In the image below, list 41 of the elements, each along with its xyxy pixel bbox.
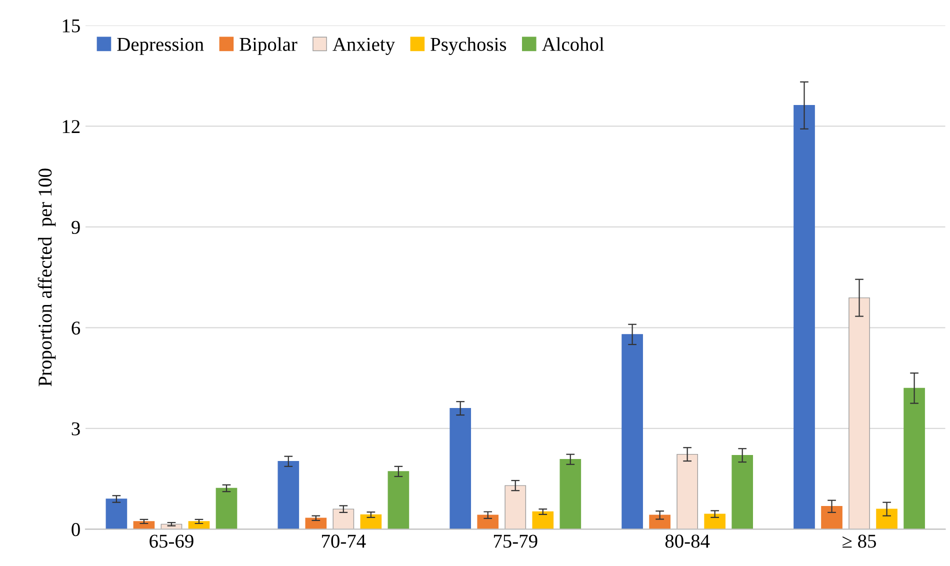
bar	[904, 388, 925, 530]
legend-label: Psychosis	[430, 37, 506, 55]
y-axis-title: Proportion affected per 100	[38, 168, 56, 386]
bar	[876, 508, 898, 530]
x-tick-label: ≥ 85	[842, 534, 876, 548]
bar	[106, 498, 128, 530]
x-tick-label: 70-74	[322, 534, 366, 548]
y-tick-label: 0	[72, 523, 80, 536]
bar	[794, 105, 815, 530]
bar	[821, 506, 842, 530]
bar	[332, 508, 354, 530]
bar	[676, 454, 698, 530]
x-tick-label: 65-69	[150, 534, 194, 548]
bar	[704, 514, 726, 530]
y-tick-label: 9	[72, 220, 80, 234]
bar	[732, 454, 754, 530]
legend-label: Bipolar	[240, 37, 298, 55]
legend-label: Anxiety	[332, 38, 395, 55]
bar	[532, 511, 554, 530]
bar	[560, 459, 582, 530]
x-tick-label: 75-79	[494, 534, 538, 548]
bar	[450, 408, 472, 530]
bar	[216, 488, 238, 530]
y-tick-label: 12	[62, 120, 80, 133]
bar	[622, 334, 643, 530]
y-tick-label: 3	[72, 422, 80, 436]
bar	[360, 514, 382, 530]
bar	[477, 514, 499, 530]
bar	[848, 297, 870, 530]
y-tick-label: 6	[72, 322, 80, 335]
legend-label: Alcohol	[542, 37, 604, 51]
bar	[278, 461, 300, 530]
y-tick-label: 15	[62, 19, 80, 32]
legend-label: Depression	[117, 38, 204, 55]
bar	[133, 521, 155, 530]
bar	[388, 471, 410, 530]
bar	[305, 518, 327, 530]
bar	[649, 514, 670, 530]
bar	[188, 521, 210, 530]
bar	[504, 485, 526, 530]
x-tick-label: 80-84	[665, 534, 710, 548]
